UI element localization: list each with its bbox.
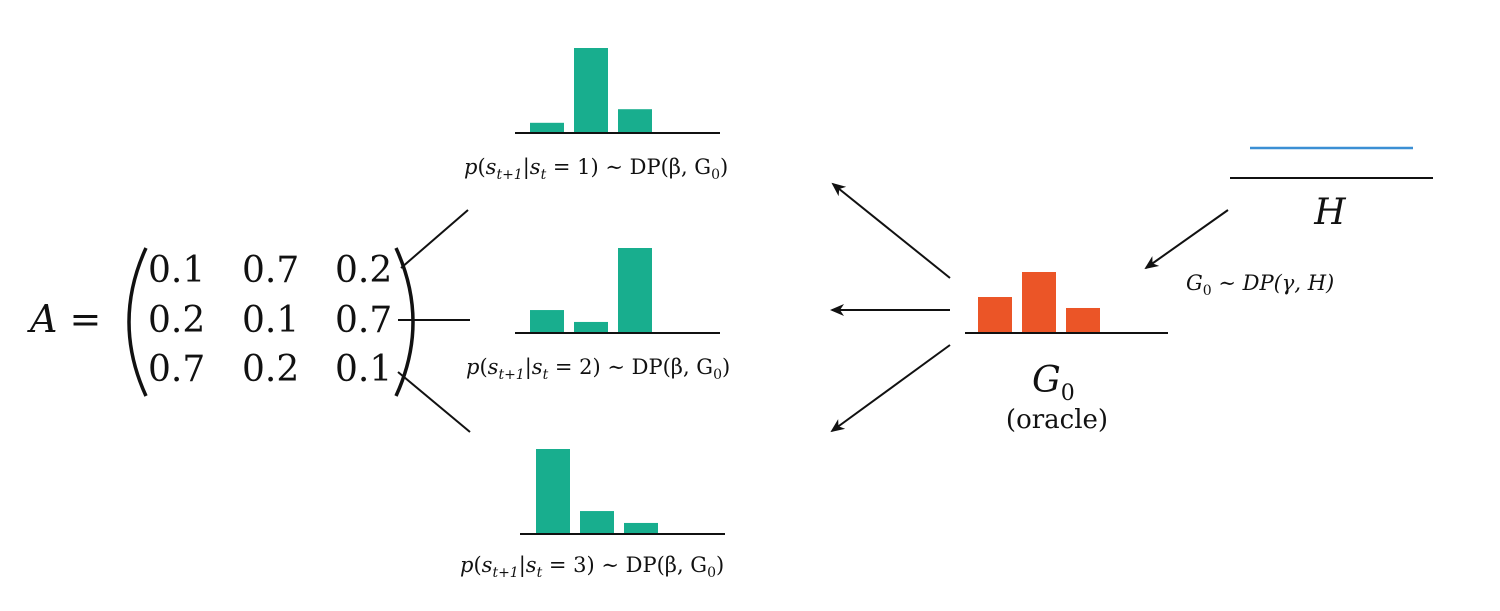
matrix-cell: 0.2: [335, 250, 392, 291]
state-1-caption: p(st+1|st = 1) ∼ DP(β, G0): [464, 155, 728, 183]
state-1-bar-2: [574, 48, 608, 133]
oracle-bar-2: [1022, 272, 1056, 333]
state-2-bars: [530, 248, 652, 333]
matrix-cell: 0.2: [242, 349, 299, 390]
oracle-bar-1: [978, 297, 1012, 333]
state-2-bar-2: [574, 321, 608, 333]
matrix-cell: 0.1: [148, 250, 205, 291]
state-2-bar-1: [530, 310, 564, 333]
matrix-cell: 0.1: [242, 300, 299, 341]
matrix-left-paren: [127, 247, 148, 397]
g0-to-state-1-arrow: [831, 182, 951, 279]
oracle-symbol: G0: [1032, 360, 1075, 406]
base-measure: H G0 ∼ DP(γ, H): [1144, 146, 1433, 299]
state-1-bar-3: [618, 109, 652, 133]
state-2-bar-3: [618, 248, 652, 333]
row-3-connector: [397, 371, 471, 433]
matrix-right-paren: [394, 247, 415, 397]
oracle-label: (oracle): [1006, 405, 1108, 435]
oracle-distribution: G0 (oracle): [965, 272, 1168, 435]
oracle-bars: [978, 272, 1100, 333]
state-1-bar-1: [530, 122, 564, 133]
state-3-bar-1: [536, 449, 570, 534]
state-2-caption: p(st+1|st = 2) ∼ DP(β, G0): [466, 355, 730, 383]
matrix-cell: 0.7: [242, 250, 299, 291]
state-3-bars: [536, 449, 658, 534]
state-3-distribution: p(st+1|st = 3) ∼ DP(β, G0): [460, 449, 725, 581]
state-2-distribution: p(st+1|st = 2) ∼ DP(β, G0): [466, 248, 730, 383]
row-1-connector: [400, 209, 469, 269]
oracle-bar-3: [1066, 307, 1100, 333]
base-symbol: H: [1313, 192, 1346, 233]
state-1-bars: [530, 48, 652, 133]
matrix-cell: 0.7: [335, 300, 392, 341]
state-3-bar-2: [580, 511, 614, 534]
matrix-cell: 0.7: [148, 349, 205, 390]
base-equation: G0 ∼ DP(γ, H): [1186, 271, 1334, 299]
g0-to-state-3-arrow: [830, 344, 951, 433]
matrix-lhs: A =: [27, 297, 101, 341]
state-3-bar-3: [624, 522, 658, 534]
matrix-cell: 0.1: [335, 349, 392, 390]
state-3-caption: p(st+1|st = 3) ∼ DP(β, G0): [460, 553, 724, 581]
state-1-distribution: p(st+1|st = 1) ∼ DP(β, G0): [464, 48, 728, 183]
h-to-g0-arrow: [1144, 209, 1229, 270]
transition-matrix: A = 0.1 0.7 0.2 0.2 0.1 0.7 0.7 0.2 0.1: [27, 247, 415, 397]
matrix-cell: 0.2: [148, 300, 205, 341]
